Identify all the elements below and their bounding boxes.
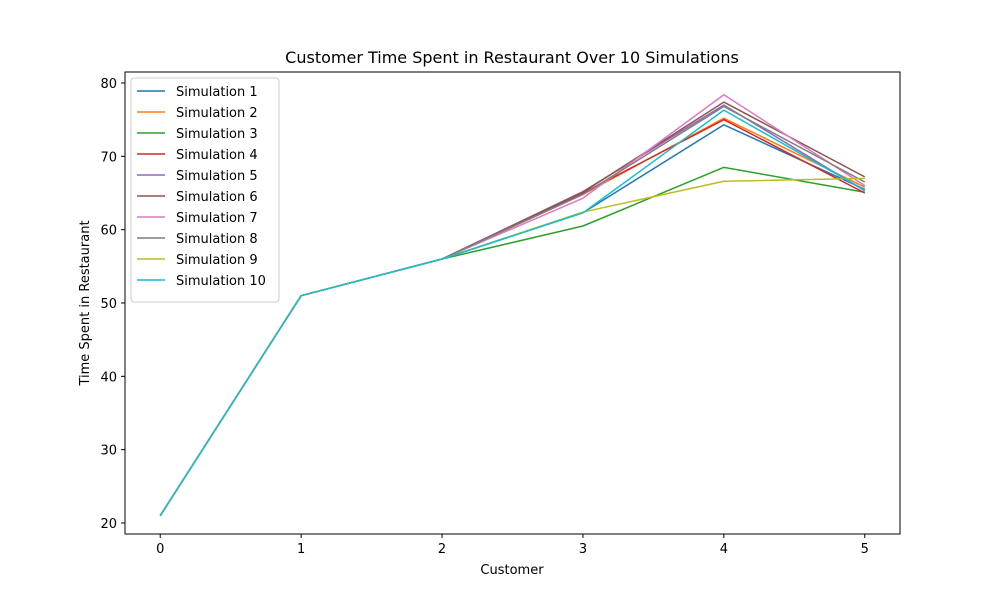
legend-label: Simulation 7 <box>176 211 258 226</box>
y-tick-label: 60 <box>100 224 117 239</box>
chart-title: Customer Time Spent in Restaurant Over 1… <box>285 48 739 67</box>
legend-label: Simulation 9 <box>176 253 258 268</box>
legend-label: Simulation 1 <box>176 85 258 100</box>
legend-label: Simulation 3 <box>176 127 258 142</box>
plot-area-frame <box>124 71 901 535</box>
x-tick-label: 5 <box>861 542 869 557</box>
series-line-simulation-10 <box>159 109 866 517</box>
legend-label: Simulation 2 <box>176 106 258 121</box>
legend-label: Simulation 4 <box>176 148 258 163</box>
legend-box <box>130 77 280 303</box>
legend: Simulation 1 Simulation 2 Simulation 3 Simu… <box>130 77 280 303</box>
y-tick-label: 70 <box>100 150 117 165</box>
y-tick-label: 30 <box>100 444 117 459</box>
legend-label: Simulation 8 <box>176 232 258 247</box>
series-lines <box>159 93 866 517</box>
x-tick-label: 2 <box>438 542 446 557</box>
legend-label: Simulation 6 <box>176 190 258 205</box>
x-tick-label: 1 <box>297 542 305 557</box>
y-tick-label: 80 <box>100 77 117 92</box>
x-tick-label: 0 <box>156 542 164 557</box>
x-axis-label: Customer <box>480 563 544 578</box>
x-tick-label: 4 <box>720 542 728 557</box>
x-tick-label: 3 <box>579 542 587 557</box>
y-axis-label: Time Spent in Restaurant <box>78 220 93 386</box>
y-tick-label: 40 <box>100 370 117 385</box>
legend-label: Simulation 5 <box>176 169 258 184</box>
axis-ticks: 0 1 2 3 4 5 20 30 40 50 60 70 80 <box>100 77 868 557</box>
legend-label: Simulation 10 <box>176 274 266 289</box>
y-tick-label: 20 <box>100 517 117 532</box>
y-tick-label: 50 <box>100 297 117 312</box>
